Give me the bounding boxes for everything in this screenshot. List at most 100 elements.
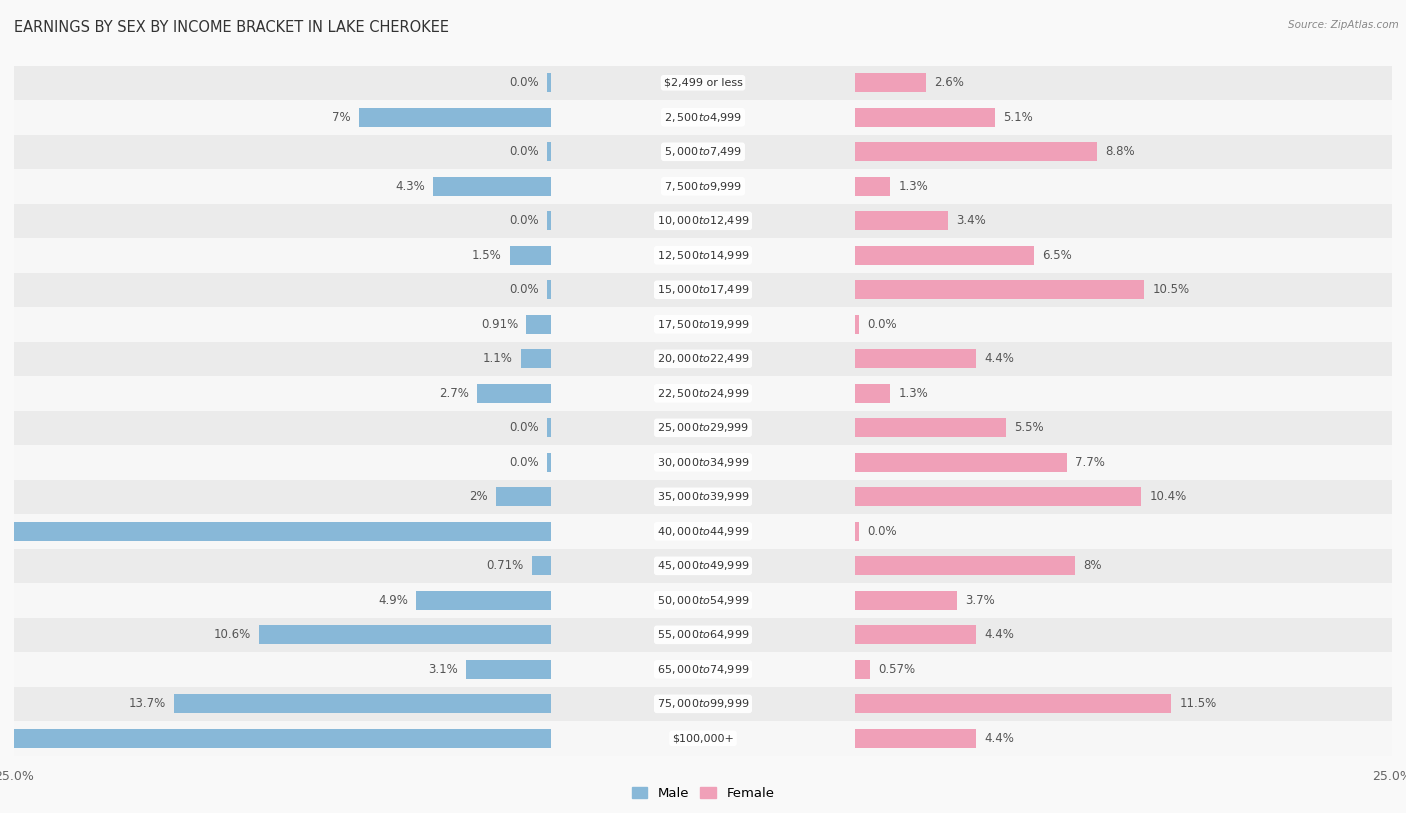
Text: 1.3%: 1.3% xyxy=(898,180,928,193)
Text: 13.7%: 13.7% xyxy=(128,698,166,711)
Text: 0.91%: 0.91% xyxy=(481,318,517,331)
Bar xyxy=(547,419,551,437)
Text: 1.5%: 1.5% xyxy=(472,249,502,262)
Text: 2%: 2% xyxy=(470,490,488,503)
Bar xyxy=(14,307,1392,341)
Bar xyxy=(855,556,1076,576)
Bar xyxy=(14,411,1392,445)
Text: 5.1%: 5.1% xyxy=(1004,111,1033,124)
Bar xyxy=(14,100,1392,134)
Legend: Male, Female: Male, Female xyxy=(631,787,775,800)
Bar xyxy=(855,694,1171,713)
Text: $55,000 to $64,999: $55,000 to $64,999 xyxy=(657,628,749,641)
Bar xyxy=(14,376,1392,411)
Text: 8.8%: 8.8% xyxy=(1105,146,1135,159)
Bar xyxy=(14,687,1392,721)
Bar xyxy=(547,280,551,299)
Text: 2.6%: 2.6% xyxy=(935,76,965,89)
Text: 0.71%: 0.71% xyxy=(486,559,523,572)
Bar xyxy=(855,142,1097,161)
Text: 6.5%: 6.5% xyxy=(1042,249,1071,262)
Text: 0.0%: 0.0% xyxy=(509,421,538,434)
Bar xyxy=(14,549,1392,583)
Bar xyxy=(531,556,551,576)
Bar xyxy=(0,729,551,748)
Bar xyxy=(547,453,551,472)
Text: 0.0%: 0.0% xyxy=(509,76,538,89)
Bar xyxy=(14,341,1392,376)
Bar xyxy=(855,315,859,334)
Text: $30,000 to $34,999: $30,000 to $34,999 xyxy=(657,456,749,469)
Text: 4.9%: 4.9% xyxy=(378,593,408,606)
Bar xyxy=(526,315,551,334)
Bar xyxy=(855,73,927,92)
Text: 4.4%: 4.4% xyxy=(984,628,1014,641)
Bar xyxy=(14,445,1392,480)
Bar xyxy=(259,625,551,645)
Bar xyxy=(465,660,551,679)
Bar xyxy=(14,618,1392,652)
Text: 11.5%: 11.5% xyxy=(1180,698,1218,711)
Text: 1.3%: 1.3% xyxy=(898,387,928,400)
Bar xyxy=(14,514,1392,549)
Text: 4.4%: 4.4% xyxy=(984,352,1014,365)
Bar xyxy=(855,591,956,610)
Text: 1.1%: 1.1% xyxy=(484,352,513,365)
Text: $2,500 to $4,999: $2,500 to $4,999 xyxy=(664,111,742,124)
Bar xyxy=(14,583,1392,618)
Text: $7,500 to $9,999: $7,500 to $9,999 xyxy=(664,180,742,193)
Text: $2,499 or less: $2,499 or less xyxy=(664,78,742,88)
Text: 3.1%: 3.1% xyxy=(427,663,458,676)
Bar xyxy=(855,350,976,368)
Text: $50,000 to $54,999: $50,000 to $54,999 xyxy=(657,593,749,606)
Text: $17,500 to $19,999: $17,500 to $19,999 xyxy=(657,318,749,331)
Bar xyxy=(855,729,976,748)
Text: 7%: 7% xyxy=(332,111,350,124)
Text: $45,000 to $49,999: $45,000 to $49,999 xyxy=(657,559,749,572)
Bar xyxy=(174,694,551,713)
Bar xyxy=(14,652,1392,687)
Text: 4.3%: 4.3% xyxy=(395,180,425,193)
Text: 0.0%: 0.0% xyxy=(868,525,897,538)
Text: 3.4%: 3.4% xyxy=(956,215,986,228)
Text: 0.0%: 0.0% xyxy=(868,318,897,331)
Text: $40,000 to $44,999: $40,000 to $44,999 xyxy=(657,525,749,538)
Text: 2.7%: 2.7% xyxy=(439,387,468,400)
Text: $35,000 to $39,999: $35,000 to $39,999 xyxy=(657,490,749,503)
Bar xyxy=(547,142,551,161)
Bar xyxy=(855,246,1033,265)
Text: Source: ZipAtlas.com: Source: ZipAtlas.com xyxy=(1288,20,1399,30)
Bar xyxy=(14,480,1392,514)
Text: 10.4%: 10.4% xyxy=(1150,490,1187,503)
Text: 7.7%: 7.7% xyxy=(1076,456,1105,469)
Text: $20,000 to $22,499: $20,000 to $22,499 xyxy=(657,352,749,365)
Text: 0.0%: 0.0% xyxy=(509,146,538,159)
Bar xyxy=(855,487,1142,506)
Text: 0.57%: 0.57% xyxy=(879,663,915,676)
Text: 10.6%: 10.6% xyxy=(214,628,252,641)
Bar xyxy=(477,384,551,402)
Bar xyxy=(855,419,1007,437)
Text: 3.7%: 3.7% xyxy=(965,593,994,606)
Bar xyxy=(359,108,551,127)
Bar xyxy=(14,66,1392,100)
Bar xyxy=(522,350,551,368)
Bar xyxy=(14,721,1392,755)
Bar xyxy=(855,453,1067,472)
Text: 0.0%: 0.0% xyxy=(509,283,538,296)
Bar xyxy=(496,487,551,506)
Text: $22,500 to $24,999: $22,500 to $24,999 xyxy=(657,387,749,400)
Bar xyxy=(0,522,551,541)
Text: 0.0%: 0.0% xyxy=(509,456,538,469)
Text: 10.5%: 10.5% xyxy=(1152,283,1189,296)
Bar xyxy=(855,522,859,541)
Bar xyxy=(14,238,1392,272)
Bar xyxy=(855,384,890,402)
Bar xyxy=(855,625,976,645)
Bar xyxy=(14,203,1392,238)
Bar xyxy=(14,169,1392,203)
Bar xyxy=(855,176,890,196)
Text: 4.4%: 4.4% xyxy=(984,732,1014,745)
Text: EARNINGS BY SEX BY INCOME BRACKET IN LAKE CHEROKEE: EARNINGS BY SEX BY INCOME BRACKET IN LAK… xyxy=(14,20,449,35)
Bar xyxy=(416,591,551,610)
